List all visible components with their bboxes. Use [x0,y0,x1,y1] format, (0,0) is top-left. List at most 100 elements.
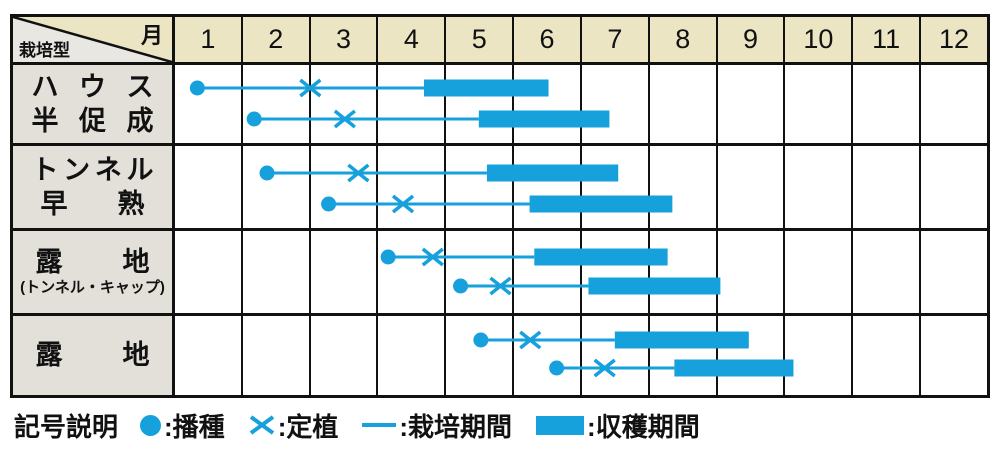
corner-diagonal [13,17,172,62]
month-grid-cell [243,231,311,313]
row-label-line: トンネル [31,155,154,186]
month-grid-cell [446,65,515,143]
month-grid-cell [514,146,582,228]
legend-item: :栽培期間 [362,407,512,444]
month-header-cell: 9 [717,17,786,62]
month-grid-cell [718,231,786,313]
month-grid-cell [921,146,987,228]
month-header-cell: 5 [446,17,515,62]
month-grid-cell [243,316,311,395]
month-grid-cell [446,146,515,228]
corner-type-label: 栽培型 [19,41,70,60]
month-header-cell: 8 [649,17,718,62]
row-label-line: (トンネル・キャップ) [20,279,165,297]
month-grid-cell [378,146,447,228]
transplant-cross-icon [249,415,274,435]
month-grid-cell [785,316,854,395]
month-grid-cell [243,146,311,228]
row-label-cell: ハウス半促成 [13,65,175,143]
row-label-line: 露地 [35,246,150,277]
row-label-line: 早熟 [40,188,145,219]
legend-title: 記号説明 [14,411,119,442]
row-plot-area [175,65,987,143]
month-grid-cell [514,65,582,143]
month-header-cell: 2 [242,17,311,62]
row-plot-area [175,146,987,228]
month-header-cell: 3 [310,17,379,62]
legend-item-label: :定植 [277,411,339,442]
calendar-row: トンネル早熟 [13,146,987,231]
month-grid-cell [921,65,987,143]
month-grid-cell [650,146,718,228]
row-label-cell: 露地 [13,316,175,395]
month-grid-cell [514,316,582,395]
month-grid-cell [785,231,854,313]
corner-month-label: 月 [140,23,163,48]
month-grid-cell [853,231,922,313]
legend-items: :播種 :定植 :栽培期間 :収穫期間 [140,407,700,444]
month-header: 1 2 3 4 5 6 7 8 9 10 11 12 [175,17,987,62]
legend-item-label: :播種 [164,411,225,442]
header-row: 月 栽培型 1 2 3 4 5 6 7 8 9 10 11 12 [13,17,987,65]
month-header-cell: 6 [514,17,582,62]
month-header-cell: 12 [921,17,987,62]
legend-item: :定植 [249,407,339,444]
cultivation-calendar-table: 月 栽培型 1 2 3 4 5 6 7 8 9 10 11 12 ハウス半促成トンネル早熟露地 (トンネ… [10,14,990,398]
row-plot-area [175,316,987,395]
corner-cell: 月 栽培型 [13,17,175,62]
month-grid-cell [582,316,650,395]
legend-item-label: :栽培期間 [399,411,513,442]
month-grid-cell [785,146,854,228]
legend: 記号説明 :播種 :定植 :栽培期間 :収穫期間 [14,402,700,448]
month-grid-cell [921,231,987,313]
month-grid-cell [175,316,243,395]
month-header-cell: 1 [175,17,243,62]
month-grid-cell [718,316,786,395]
month-grid-cell [582,65,650,143]
month-grid-cell [311,231,379,313]
legend-item: :播種 [140,407,225,444]
month-grid-cell [853,146,922,228]
month-grid-cell [718,65,786,143]
row-label-line: 半促成 [31,105,154,136]
month-grid-cell [650,316,718,395]
legend-item-label: :収穫期間 [587,411,700,442]
data-rows: ハウス半促成トンネル早熟露地 (トンネル・キャップ) 露地 [13,65,987,395]
row-label-line: ハウス [31,72,154,103]
row-plot-area [175,231,987,313]
month-header-cell: 7 [581,17,650,62]
month-grid-cell [311,146,379,228]
sowing-dot-icon [140,414,162,436]
row-label-line: 露地 [35,340,150,371]
month-grid-cell [446,231,515,313]
month-grid-cell [243,65,311,143]
month-header-cell: 11 [853,17,922,62]
month-grid-cell [446,316,515,395]
calendar-row: 露地 (トンネル・キャップ) [13,231,987,316]
month-grid-cell [378,65,447,143]
month-grid-cell [785,65,854,143]
month-grid-cell [582,146,650,228]
month-grid-cell [650,231,718,313]
growing-line-icon [362,423,397,427]
month-grid-cell [311,65,379,143]
month-header-cell: 4 [378,17,447,62]
month-grid-cell [175,231,243,313]
month-grid-cell [378,316,447,395]
calendar-row: 露地 [13,316,987,395]
month-grid-cell [921,316,987,395]
month-grid-cell [378,231,447,313]
month-grid-cell [175,146,243,228]
harvest-bar-icon [536,415,585,435]
month-grid-cell [650,65,718,143]
month-grid-cell [853,316,922,395]
calendar-row: ハウス半促成 [13,65,987,146]
month-grid-cell [514,231,582,313]
month-grid-cell [582,231,650,313]
month-grid-cell [718,146,786,228]
month-header-cell: 10 [785,17,854,62]
month-grid-cell [175,65,243,143]
month-grid-cell [853,65,922,143]
row-label-cell: トンネル早熟 [13,146,175,228]
